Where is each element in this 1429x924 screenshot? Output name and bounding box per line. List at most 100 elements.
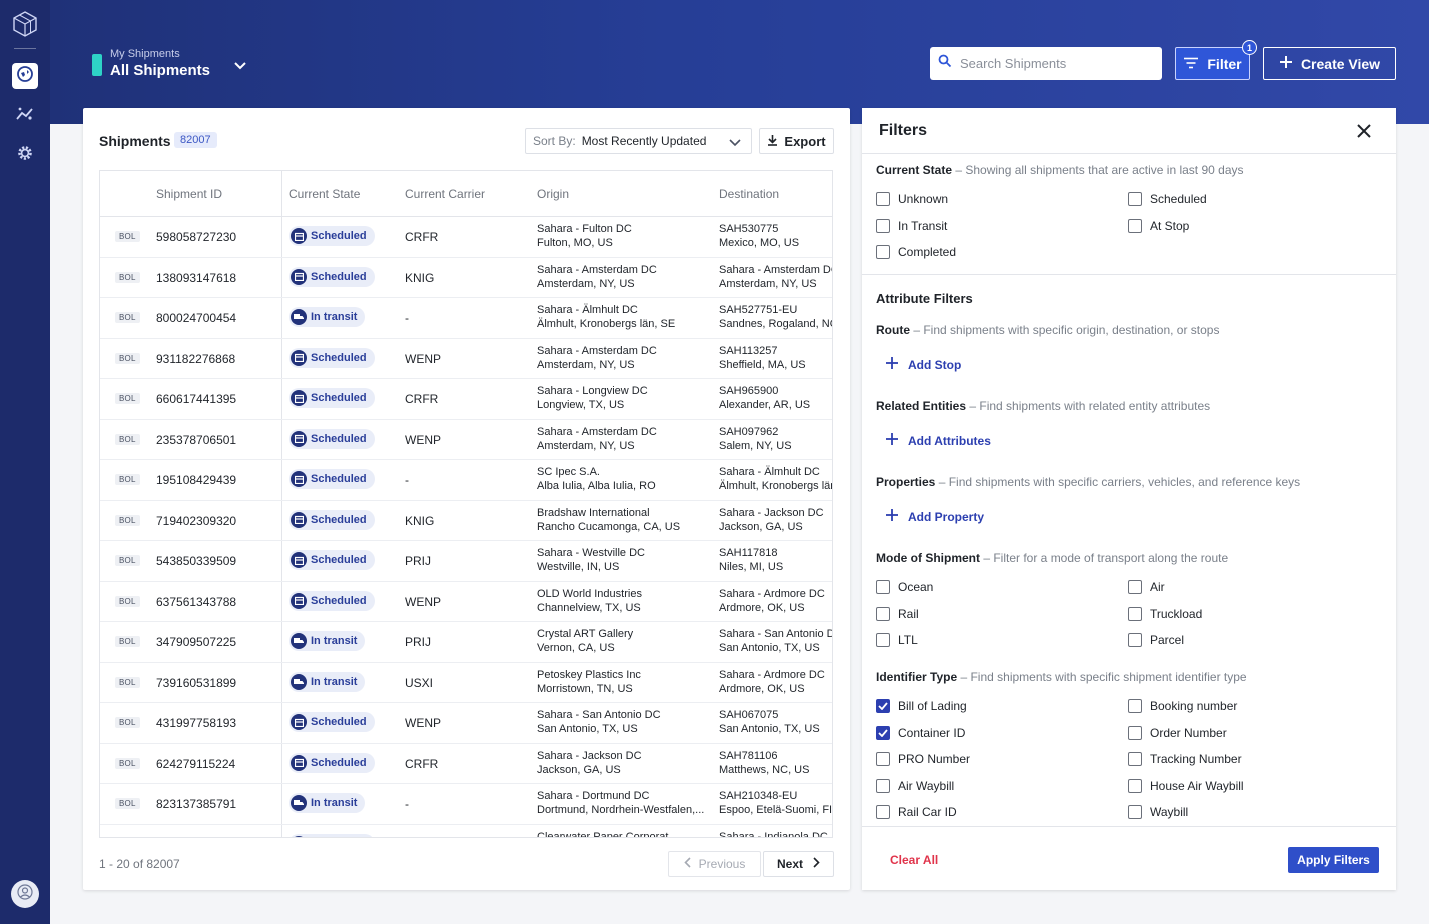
search-box[interactable] — [930, 47, 1162, 80]
next-page-button[interactable]: Next — [763, 851, 834, 877]
checkbox-box[interactable] — [876, 752, 890, 766]
settings-nav-button[interactable] — [12, 142, 38, 168]
checkbox-box[interactable] — [1128, 805, 1142, 819]
table-row[interactable]: BOLScheduledClearwater Paper CorporatSah… — [100, 825, 832, 837]
filter-button[interactable]: Filter — [1175, 47, 1250, 80]
table-row[interactable]: BOL 800024700454 In transit - Sahara - Älmhu… — [100, 298, 832, 339]
shipment-id[interactable]: 347909507225 — [156, 635, 237, 649]
checkbox-tracking-number[interactable]: Tracking Number — [1128, 752, 1242, 766]
shipment-id[interactable]: 138093147618 — [156, 270, 237, 285]
analytics-nav-button[interactable] — [12, 103, 38, 129]
checkbox-box[interactable] — [1128, 725, 1142, 740]
shipment-id[interactable]: 800024700454 — [156, 311, 237, 325]
table-row[interactable]: BOL 235378706501 Scheduled WENP Sahara - Ams… — [100, 420, 832, 460]
table-row[interactable]: BOL 739160531899 In transit USXI Petoskey Pl… — [100, 663, 832, 703]
checkbox-completed[interactable]: Completed — [876, 245, 956, 259]
checkbox-box[interactable] — [1128, 633, 1142, 647]
carrier-code: - — [405, 797, 409, 811]
checkbox-box[interactable] — [876, 580, 890, 594]
table-row[interactable]: BOL 660617441395 Scheduled CRFR Sahara - Lon… — [100, 379, 832, 420]
column-header-current-carrier[interactable]: Current Carrier — [405, 187, 486, 201]
shipment-id[interactable]: 598058727230 — [156, 230, 237, 244]
add-stop-button[interactable]: Add Stop — [886, 357, 961, 372]
column-header-origin[interactable]: Origin — [537, 187, 570, 201]
checkbox-box[interactable] — [876, 192, 890, 206]
export-button[interactable]: Export — [759, 128, 834, 154]
table-row[interactable]: BOL 598058727230 Scheduled CRFR Sahara - Ful… — [100, 217, 832, 258]
checkbox-bill-of-lading[interactable]: Bill of Lading — [876, 699, 967, 713]
search-input[interactable] — [960, 56, 1150, 71]
checkbox-box[interactable] — [1128, 580, 1142, 594]
checkbox-box[interactable] — [1128, 606, 1142, 621]
clear-all-button[interactable]: Clear All — [890, 853, 939, 867]
checkbox-house-air-waybill[interactable]: House Air Waybill — [1128, 778, 1244, 793]
checkbox-air-waybill[interactable]: Air Waybill — [876, 778, 954, 793]
table-row[interactable]: BOL 195108429439 Scheduled - SC Ipec S.A. Alb… — [100, 460, 832, 501]
checkbox-ltl[interactable]: LTL — [876, 633, 918, 647]
checkbox-box[interactable] — [1128, 752, 1142, 766]
shipment-id[interactable]: 739160531899 — [156, 675, 237, 690]
app-logo-icon[interactable] — [12, 11, 38, 37]
checkbox-box[interactable] — [1128, 218, 1142, 233]
column-header-current-state[interactable]: Current State — [289, 187, 361, 201]
checkbox-parcel[interactable]: Parcel — [1128, 633, 1184, 647]
table-row[interactable]: BOL 823137385791 In transit - Sahara - Dortm… — [100, 784, 832, 825]
shipment-id[interactable]: 637561343788 — [156, 594, 237, 609]
checkbox-rail[interactable]: Rail — [876, 606, 919, 621]
checkbox-booking-number[interactable]: Booking number — [1128, 699, 1237, 713]
checkbox-waybill[interactable]: Waybill — [1128, 805, 1188, 819]
checkbox-at-stop[interactable]: At Stop — [1128, 218, 1189, 233]
column-header-shipment-id[interactable]: Shipment ID — [156, 187, 223, 201]
checkbox-container-id[interactable]: Container ID — [876, 725, 965, 740]
checkbox-air[interactable]: Air — [1128, 580, 1165, 594]
user-avatar[interactable] — [11, 880, 39, 908]
checkbox-pro-number[interactable]: PRO Number — [876, 752, 970, 766]
checkbox-box[interactable] — [876, 218, 890, 233]
table-row[interactable]: BOL 431997758193 Scheduled WENP Sahara - San… — [100, 703, 832, 744]
sort-dropdown[interactable]: Sort By: Most Recently Updated — [525, 128, 752, 154]
checkbox-ocean[interactable]: Ocean — [876, 580, 933, 594]
shipments-nav-button[interactable] — [12, 63, 38, 89]
checkbox-box[interactable] — [876, 778, 890, 793]
shipment-id[interactable]: 431997758193 — [156, 716, 237, 730]
checkbox-rail-car-id[interactable]: Rail Car ID — [876, 805, 957, 819]
checkbox-box[interactable] — [1128, 699, 1142, 713]
table-row[interactable]: BOL 931182276868 Scheduled WENP Sahara - Ams… — [100, 339, 832, 379]
checkbox-unknown[interactable]: Unknown — [876, 192, 948, 206]
checkbox-box[interactable] — [876, 633, 890, 647]
shipment-id[interactable]: 543850339509 — [156, 554, 237, 568]
column-header-destination[interactable]: Destination — [719, 187, 780, 201]
add-property-button[interactable]: Add Property — [886, 509, 984, 524]
checkbox-truckload[interactable]: Truckload — [1128, 606, 1202, 621]
checkbox-box[interactable] — [876, 725, 890, 740]
table-row[interactable]: BOL 138093147618 Scheduled KNIG Sahara - Ams… — [100, 258, 832, 298]
checkbox-box[interactable] — [876, 606, 890, 621]
table-row[interactable]: BOL 347909507225 In transit PRIJ Crystal ART… — [100, 622, 832, 663]
add-attributes-button[interactable]: Add Attributes — [886, 433, 991, 448]
shipment-id[interactable]: 660617441395 — [156, 392, 237, 406]
checkbox-order-number[interactable]: Order Number — [1128, 725, 1227, 740]
checkbox-scheduled[interactable]: Scheduled — [1128, 192, 1207, 206]
checkbox-box[interactable] — [1128, 778, 1142, 793]
create-view-button[interactable]: Create View — [1263, 47, 1396, 80]
view-selector[interactable]: My Shipments All Shipments — [92, 48, 246, 81]
apply-filters-button[interactable]: Apply Filters — [1288, 847, 1379, 873]
shipment-id[interactable]: 823137385791 — [156, 797, 237, 811]
checkbox-in-transit[interactable]: In Transit — [876, 218, 947, 233]
checkbox-box[interactable] — [876, 699, 890, 713]
table-row[interactable]: BOL 624279115224 Scheduled CRFR Sahara - Jac… — [100, 744, 832, 784]
table-row[interactable]: BOL 719402309320 Scheduled KNIG Bradshaw Int… — [100, 501, 832, 541]
shipment-id[interactable]: 195108429439 — [156, 473, 237, 487]
checkbox-box[interactable] — [876, 245, 890, 259]
checkbox-box[interactable] — [876, 805, 890, 819]
shipment-id[interactable]: 235378706501 — [156, 432, 237, 447]
chevron-down-icon[interactable] — [233, 58, 247, 76]
previous-page-button[interactable]: Previous — [668, 851, 761, 877]
checkbox-box[interactable] — [1128, 192, 1142, 206]
shipment-id[interactable]: 719402309320 — [156, 513, 237, 528]
close-icon[interactable] — [1356, 123, 1372, 144]
shipment-id[interactable]: 624279115224 — [156, 756, 236, 771]
shipment-id[interactable]: 931182276868 — [156, 351, 236, 366]
table-row[interactable]: BOL 637561343788 Scheduled WENP OLD World In… — [100, 582, 832, 622]
table-row[interactable]: BOL 543850339509 Scheduled PRIJ Sahara - Wes… — [100, 541, 832, 582]
